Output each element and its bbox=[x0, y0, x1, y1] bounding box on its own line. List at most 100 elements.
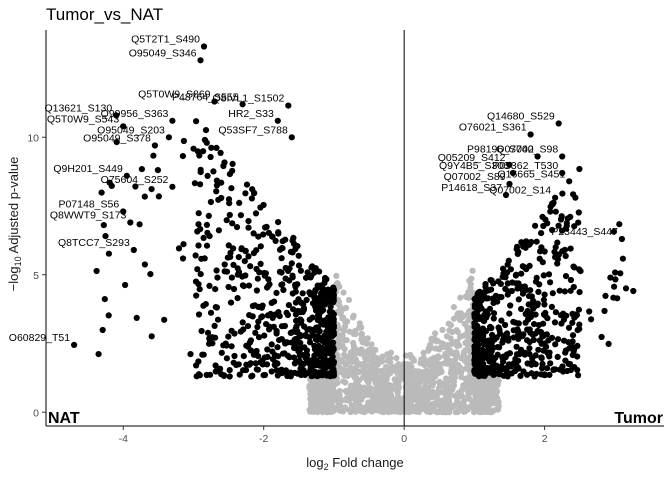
data-point bbox=[576, 289, 583, 296]
data-point bbox=[242, 247, 249, 254]
point-label: HR2_S33 bbox=[228, 108, 274, 120]
data-point bbox=[568, 342, 575, 350]
data-point bbox=[489, 295, 497, 302]
data-point bbox=[324, 349, 331, 356]
data-point bbox=[352, 331, 359, 338]
data-point bbox=[204, 172, 211, 179]
data-point bbox=[542, 216, 549, 223]
data-point bbox=[484, 397, 492, 404]
data-point bbox=[374, 389, 381, 396]
data-point bbox=[253, 287, 260, 294]
data-point bbox=[453, 391, 460, 398]
data-point bbox=[521, 351, 528, 358]
data-point bbox=[314, 324, 322, 331]
data-point bbox=[220, 342, 227, 349]
data-point bbox=[515, 296, 522, 303]
y-tick-label: 5 bbox=[33, 270, 39, 282]
point-label: Q9Y4B5_S306 bbox=[439, 160, 509, 172]
data-point bbox=[297, 365, 304, 372]
data-point bbox=[429, 394, 436, 401]
data-point bbox=[493, 394, 500, 401]
data-point bbox=[191, 180, 198, 187]
data-point bbox=[212, 286, 219, 293]
data-point bbox=[212, 362, 219, 369]
data-point bbox=[228, 274, 235, 281]
data-point bbox=[322, 299, 329, 306]
data-point bbox=[563, 220, 570, 227]
data-point bbox=[461, 320, 468, 327]
data-point bbox=[558, 320, 565, 327]
data-point bbox=[320, 357, 327, 364]
data-point bbox=[555, 336, 562, 343]
data-point bbox=[308, 264, 315, 271]
data-point bbox=[210, 168, 217, 175]
data-point bbox=[494, 298, 501, 305]
data-point bbox=[239, 273, 246, 280]
data-point bbox=[383, 403, 390, 410]
data-point bbox=[317, 386, 324, 393]
data-point bbox=[380, 409, 387, 416]
labeled-data-point bbox=[506, 161, 513, 168]
data-point bbox=[478, 315, 485, 323]
data-point bbox=[567, 213, 574, 220]
data-point bbox=[504, 261, 511, 268]
data-point bbox=[434, 338, 441, 345]
data-point bbox=[575, 209, 582, 216]
data-point bbox=[203, 221, 210, 228]
data-point bbox=[466, 396, 473, 403]
data-point bbox=[546, 353, 553, 360]
data-point bbox=[353, 374, 360, 382]
data-point bbox=[471, 347, 478, 354]
data-point bbox=[287, 248, 294, 255]
data-point bbox=[208, 144, 215, 151]
chart-title: Tumor_vs_NAT bbox=[46, 5, 163, 24]
data-point bbox=[330, 346, 337, 353]
data-point bbox=[193, 118, 200, 125]
data-point bbox=[362, 374, 370, 381]
data-point bbox=[333, 397, 340, 404]
data-point bbox=[472, 304, 479, 311]
data-point bbox=[526, 240, 534, 247]
data-point bbox=[204, 229, 211, 236]
data-point bbox=[268, 368, 275, 375]
data-point bbox=[284, 311, 291, 319]
data-point bbox=[426, 378, 433, 385]
data-point bbox=[502, 285, 509, 292]
data-point bbox=[335, 337, 343, 344]
data-point bbox=[508, 370, 515, 377]
labeled-data-point bbox=[113, 112, 120, 119]
data-point bbox=[251, 302, 258, 309]
data-point bbox=[425, 347, 432, 354]
point-label: P48764_S555 bbox=[172, 91, 239, 103]
data-point bbox=[402, 404, 409, 411]
data-point bbox=[421, 405, 428, 412]
data-point bbox=[418, 356, 425, 363]
data-point bbox=[264, 312, 271, 319]
data-point bbox=[270, 323, 277, 330]
data-point bbox=[196, 286, 203, 293]
data-point bbox=[547, 208, 554, 215]
data-point bbox=[605, 340, 612, 347]
data-point bbox=[113, 139, 120, 146]
data-point bbox=[549, 226, 556, 234]
data-point bbox=[559, 363, 566, 370]
data-point bbox=[233, 224, 241, 231]
labeled-data-point bbox=[555, 120, 562, 127]
data-point bbox=[269, 233, 276, 240]
data-point bbox=[567, 276, 575, 284]
data-point bbox=[528, 370, 535, 377]
data-point bbox=[547, 279, 554, 286]
data-point bbox=[235, 361, 242, 368]
point-label: O95049_S346 bbox=[129, 47, 197, 59]
labeled-data-point bbox=[239, 101, 246, 108]
data-point bbox=[562, 357, 569, 364]
data-point bbox=[526, 350, 533, 358]
data-point bbox=[576, 325, 583, 332]
point-label: Q9H201_S449 bbox=[53, 163, 123, 175]
data-point bbox=[276, 246, 284, 253]
data-point bbox=[192, 278, 200, 285]
data-point bbox=[498, 317, 505, 324]
data-point bbox=[429, 389, 436, 396]
data-point bbox=[477, 371, 484, 378]
data-point bbox=[290, 306, 297, 313]
